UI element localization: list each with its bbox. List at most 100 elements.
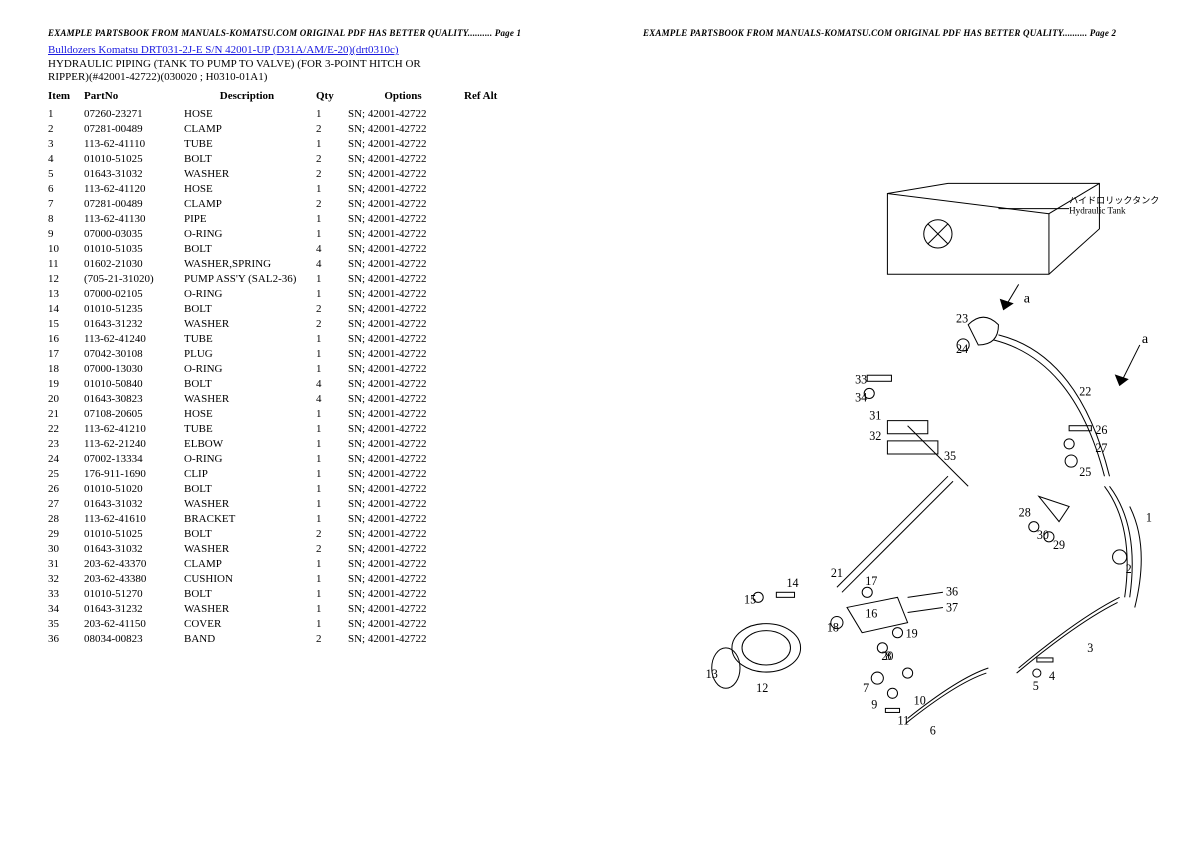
- cell-ref: [464, 286, 520, 301]
- svg-text:31: 31: [869, 409, 881, 423]
- diagram-label-en: Hydraulic Tank: [1069, 206, 1126, 216]
- cell-ref: [464, 511, 520, 526]
- cell-partno: 01010-51020: [84, 481, 184, 496]
- cell-desc: PIPE: [184, 211, 316, 226]
- table-row: 2001643-30823WASHER4SN; 42001-42722: [48, 391, 520, 406]
- callout-a-1: a: [1024, 291, 1031, 307]
- table-row: 3608034-00823BAND2SN; 42001-42722: [48, 631, 520, 646]
- cell-qty: 4: [316, 256, 348, 271]
- table-row: 3401643-31232WASHER1SN; 42001-42722: [48, 601, 520, 616]
- cell-opt: SN; 42001-42722: [348, 406, 464, 421]
- col-header-qty: Qty: [316, 89, 348, 106]
- cell-item: 7: [48, 196, 84, 211]
- svg-text:26: 26: [1095, 423, 1107, 437]
- cell-qty: 2: [316, 301, 348, 316]
- cell-item: 22: [48, 421, 84, 436]
- cell-desc: WASHER: [184, 391, 316, 406]
- cell-partno: 07002-13334: [84, 451, 184, 466]
- svg-text:10: 10: [914, 693, 926, 707]
- cell-desc: BOLT: [184, 526, 316, 541]
- svg-text:24: 24: [956, 342, 968, 356]
- product-link[interactable]: Bulldozers Komatsu DRT031-2J-E S/N 42001…: [48, 44, 559, 56]
- cell-item: 30: [48, 541, 84, 556]
- cell-item: 33: [48, 586, 84, 601]
- cell-item: 20: [48, 391, 84, 406]
- svg-text:35: 35: [944, 449, 956, 463]
- cell-qty: 1: [316, 331, 348, 346]
- cell-opt: SN; 42001-42722: [348, 391, 464, 406]
- cell-item: 10: [48, 241, 84, 256]
- table-row: 501643-31032WASHER2SN; 42001-42722: [48, 166, 520, 181]
- cell-qty: 1: [316, 511, 348, 526]
- cell-desc: TUBE: [184, 421, 316, 436]
- table-row: 707281-00489CLAMP2SN; 42001-42722: [48, 196, 520, 211]
- cell-partno: 01643-30823: [84, 391, 184, 406]
- table-row: 2701643-31032WASHER1SN; 42001-42722: [48, 496, 520, 511]
- cell-opt: SN; 42001-42722: [348, 106, 464, 121]
- cell-partno: 01643-31032: [84, 541, 184, 556]
- table-row: 3301010-51270BOLT1SN; 42001-42722: [48, 586, 520, 601]
- cell-item: 28: [48, 511, 84, 526]
- cell-item: 25: [48, 466, 84, 481]
- cell-desc: CUSHION: [184, 571, 316, 586]
- cell-qty: 1: [316, 586, 348, 601]
- parts-table-header-row: Item PartNo Description Qty Options Ref …: [48, 89, 520, 106]
- cell-partno: 01643-31032: [84, 496, 184, 511]
- cell-ref: [464, 496, 520, 511]
- cell-opt: SN; 42001-42722: [348, 556, 464, 571]
- table-row: 907000-03035O-RING1SN; 42001-42722: [48, 226, 520, 241]
- cell-ref: [464, 226, 520, 241]
- cell-opt: SN; 42001-42722: [348, 226, 464, 241]
- cell-opt: SN; 42001-42722: [348, 541, 464, 556]
- page1-number: Page 1: [495, 28, 521, 38]
- page2-number: Page 2: [1090, 28, 1116, 38]
- cell-item: 9: [48, 226, 84, 241]
- cell-opt: SN; 42001-42722: [348, 421, 464, 436]
- col-header-refalt: Ref Alt: [464, 89, 520, 106]
- cell-ref: [464, 151, 520, 166]
- cell-partno: 203-62-43370: [84, 556, 184, 571]
- cell-ref: [464, 211, 520, 226]
- cell-opt: SN; 42001-42722: [348, 526, 464, 541]
- cell-item: 21: [48, 406, 84, 421]
- cell-item: 19: [48, 376, 84, 391]
- cell-partno: 07000-03035: [84, 226, 184, 241]
- svg-text:13: 13: [706, 667, 718, 681]
- cell-opt: SN; 42001-42722: [348, 301, 464, 316]
- cell-partno: 01602-21030: [84, 256, 184, 271]
- cell-partno: 01010-51035: [84, 241, 184, 256]
- cell-ref: [464, 346, 520, 361]
- cell-qty: 1: [316, 361, 348, 376]
- cell-qty: 2: [316, 316, 348, 331]
- cell-partno: 07000-02105: [84, 286, 184, 301]
- svg-text:2: 2: [1126, 562, 1132, 576]
- cell-opt: SN; 42001-42722: [348, 346, 464, 361]
- cell-ref: [464, 241, 520, 256]
- cell-qty: 1: [316, 406, 348, 421]
- cell-opt: SN; 42001-42722: [348, 286, 464, 301]
- cell-ref: [464, 181, 520, 196]
- cell-desc: O-RING: [184, 451, 316, 466]
- cell-opt: SN; 42001-42722: [348, 121, 464, 136]
- svg-text:19: 19: [906, 627, 918, 641]
- cell-qty: 1: [316, 556, 348, 571]
- table-row: 28113-62-41610BRACKET1SN; 42001-42722: [48, 511, 520, 526]
- svg-text:15: 15: [744, 592, 756, 606]
- parts-table: Item PartNo Description Qty Options Ref …: [48, 89, 520, 646]
- cell-qty: 4: [316, 241, 348, 256]
- svg-text:3: 3: [1087, 641, 1093, 655]
- cell-qty: 1: [316, 211, 348, 226]
- cell-qty: 2: [316, 541, 348, 556]
- cell-desc: O-RING: [184, 361, 316, 376]
- table-row: 1001010-51035BOLT4SN; 42001-42722: [48, 241, 520, 256]
- svg-text:21: 21: [831, 566, 843, 580]
- table-row: 8113-62-41130PIPE1SN; 42001-42722: [48, 211, 520, 226]
- cell-qty: 1: [316, 271, 348, 286]
- cell-ref: [464, 436, 520, 451]
- table-row: 25176-911-1690CLIP1SN; 42001-42722: [48, 466, 520, 481]
- cell-qty: 1: [316, 106, 348, 121]
- table-row: 1707042-30108PLUG1SN; 42001-42722: [48, 346, 520, 361]
- cell-partno: 07281-00489: [84, 121, 184, 136]
- table-row: 23113-62-21240ELBOW1SN; 42001-42722: [48, 436, 520, 451]
- table-row: 401010-51025BOLT2SN; 42001-42722: [48, 151, 520, 166]
